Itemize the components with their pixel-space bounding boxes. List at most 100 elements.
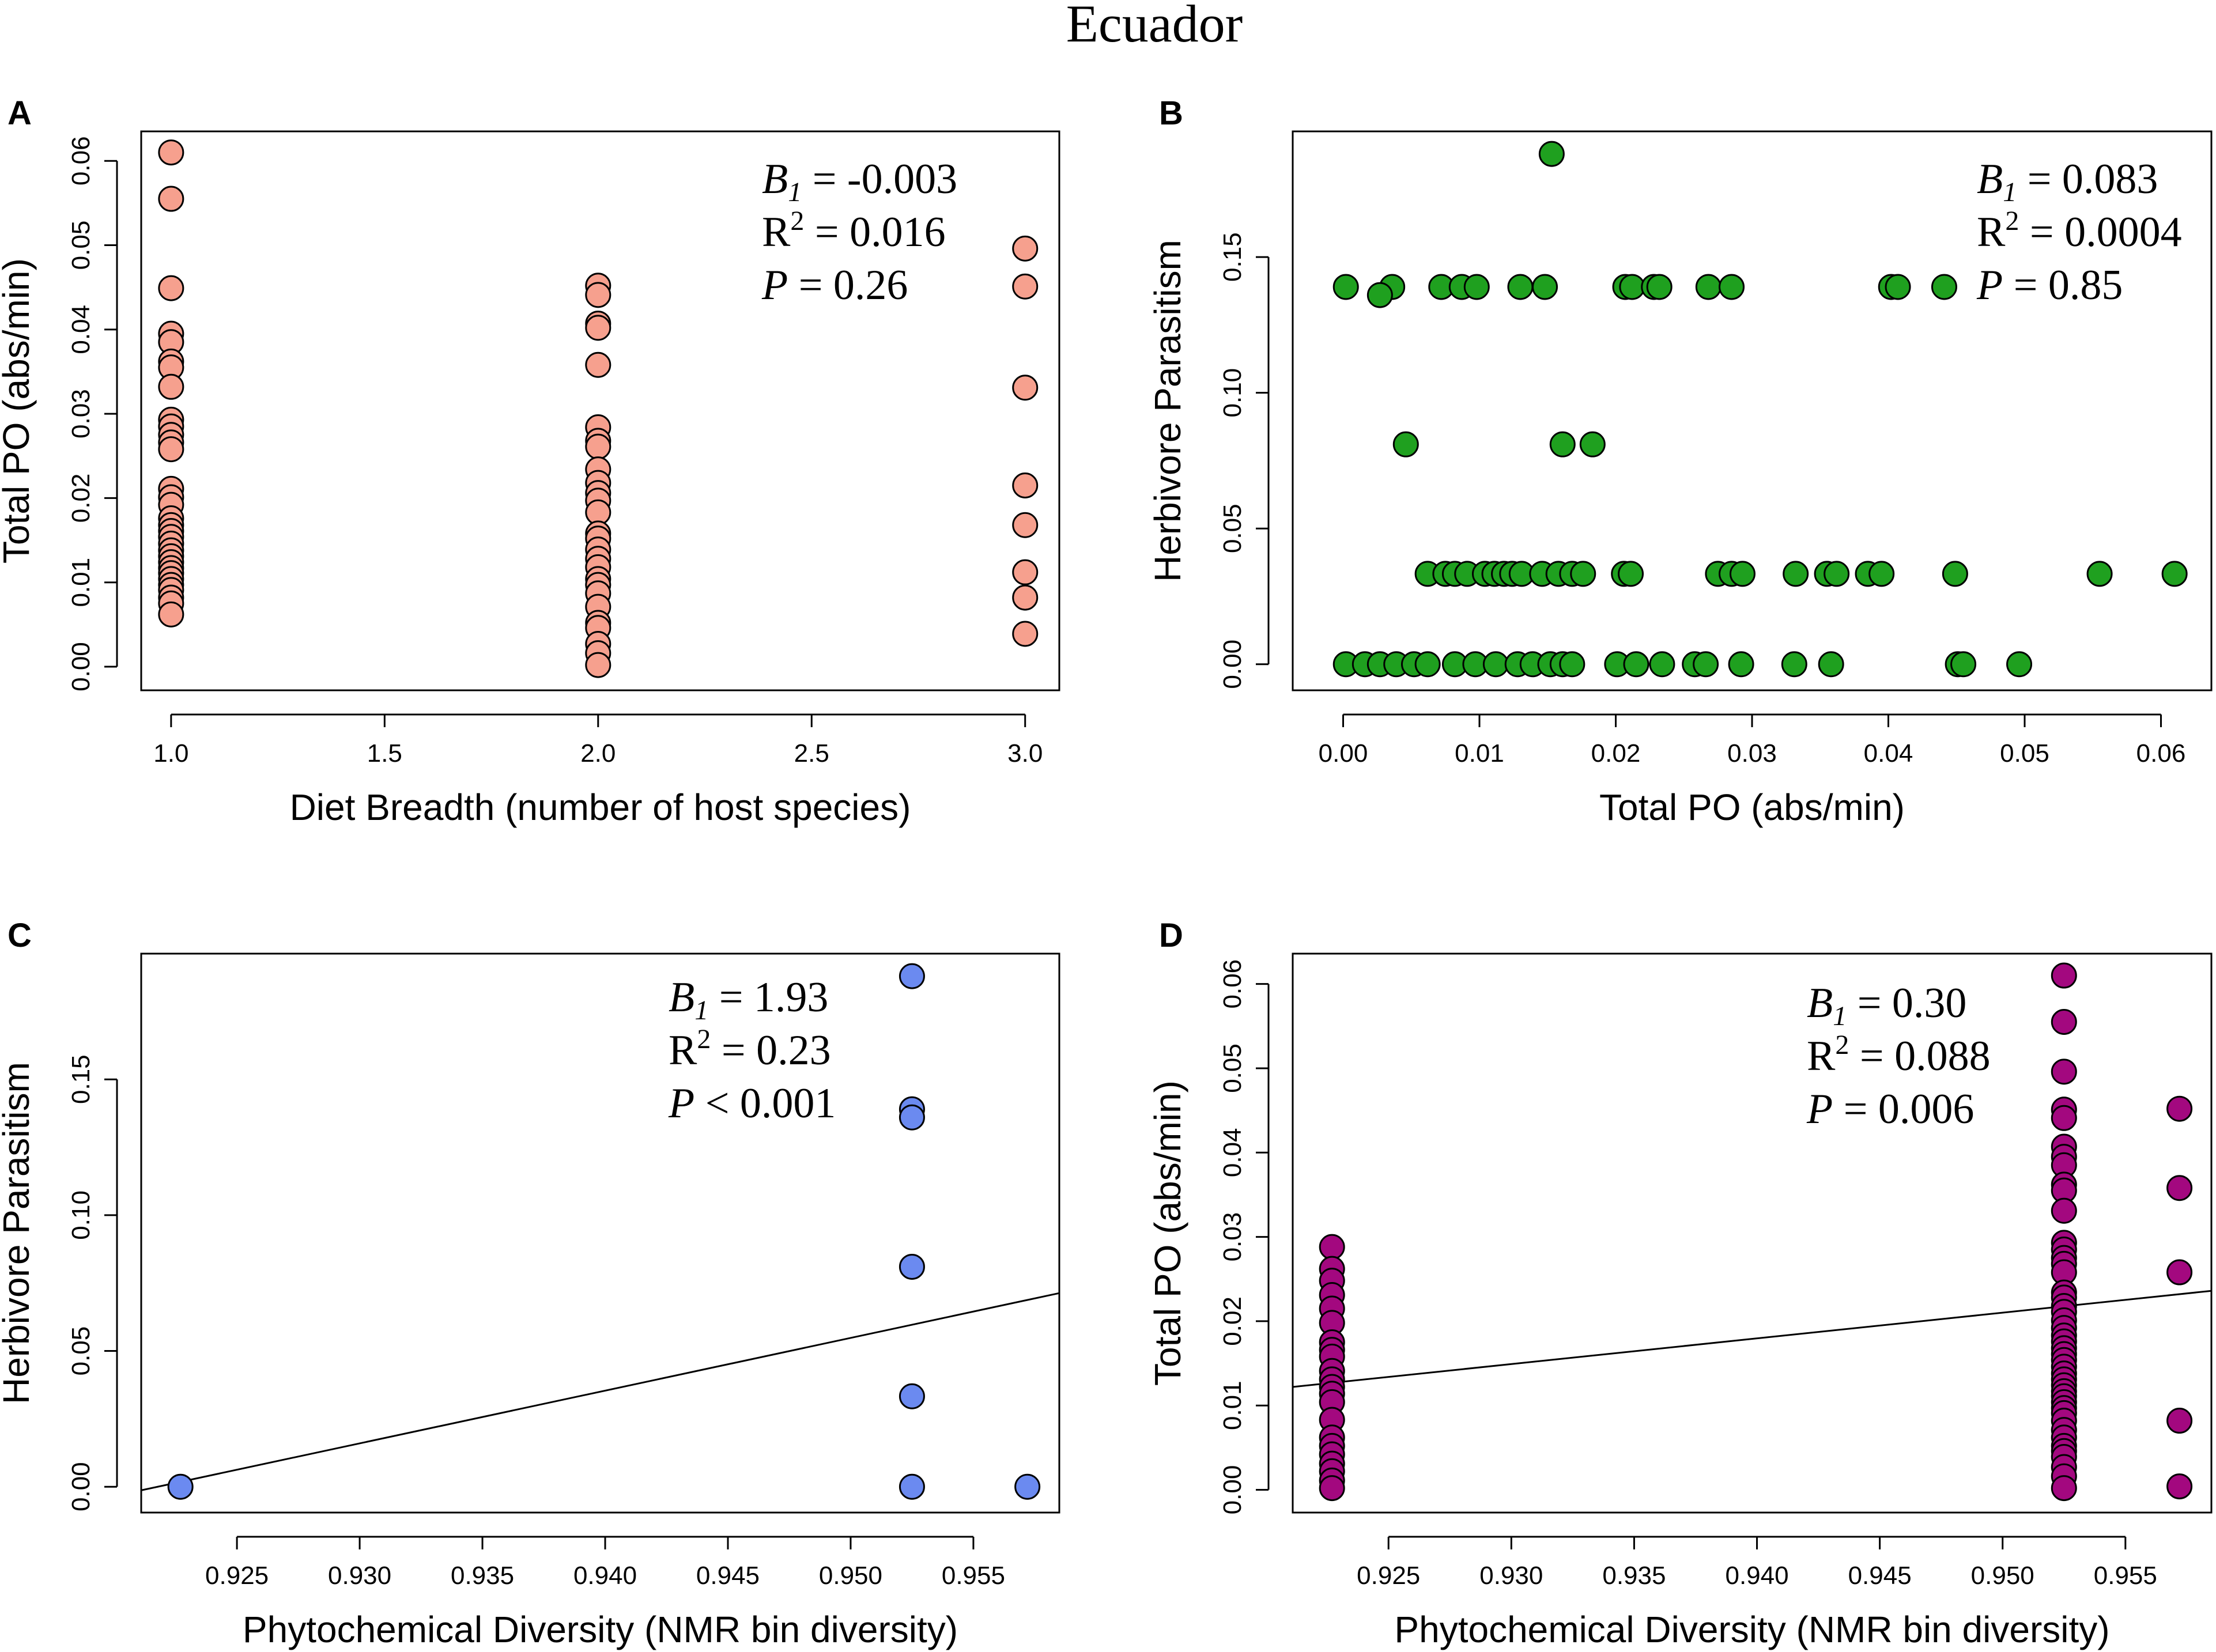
y-tick-label: 0.10 [67, 1190, 95, 1240]
data-point [2166, 1473, 2193, 1500]
x-axis-label: Phytochemical Diversity (NMR bin diversi… [1394, 1609, 2109, 1650]
data-point [1012, 512, 1039, 538]
x-tick-label: 0.925 [1357, 1562, 1420, 1590]
data-point [1868, 561, 1895, 587]
y-tick-label: 0.15 [1218, 232, 1247, 282]
data-point [1618, 561, 1644, 587]
data-point [899, 1253, 925, 1280]
data-point [1719, 274, 1745, 300]
data-point [158, 601, 184, 627]
plot-frame [1292, 130, 2213, 691]
data-point [1693, 651, 1719, 678]
data-point [2051, 1009, 2077, 1035]
data-point [1579, 431, 1606, 458]
panel-d: D 0.925 0.930 0.935 0.940 0.945 0.950 0.955 Phyt… [1147, 917, 2213, 1650]
y-tick-label: 0.05 [1218, 1044, 1247, 1093]
panel-letter: C [7, 917, 32, 954]
y-tick-label: 0.04 [67, 305, 95, 354]
data-point [2166, 1095, 2193, 1122]
y-tick-label: 0.01 [1218, 1381, 1247, 1430]
y-tick-label: 0.05 [67, 1326, 95, 1376]
data-point [585, 315, 611, 341]
data-point [1549, 431, 1576, 458]
data-point [2051, 1105, 2077, 1131]
data-point [1623, 651, 1649, 678]
panel-b: B 0.00 0.01 0.02 0.03 0.04 0.05 0.06 Total PO (a… [1147, 94, 2213, 828]
data-point [1319, 1475, 1345, 1502]
data-point [158, 436, 184, 463]
data-point [899, 963, 925, 989]
x-tick-label: 0.930 [328, 1562, 391, 1590]
figure-title: Ecuador [1066, 0, 1243, 53]
data-point [2166, 1175, 2193, 1201]
x-tick-label: 0.930 [1479, 1562, 1543, 1590]
data-point [585, 433, 611, 460]
x-tick-label: 0.940 [1725, 1562, 1788, 1590]
y-tick-label: 0.10 [1218, 368, 1247, 418]
panel-letter: B [1159, 94, 1183, 132]
y-tick-label: 0.05 [67, 221, 95, 270]
x-tick-label: 0.00 [1319, 739, 1368, 768]
y-tick-label: 0.03 [67, 389, 95, 438]
x-tick-label: 0.945 [1848, 1562, 1912, 1590]
data-point [1781, 651, 1807, 678]
p-value-stat: P = 0.85 [1976, 262, 2123, 309]
panel-letter: A [7, 94, 32, 132]
data-point [1885, 274, 1911, 300]
data-point [1012, 375, 1039, 401]
data-point [1392, 431, 1419, 458]
y-tick-label: 0.00 [67, 1462, 95, 1511]
data-point [1012, 559, 1039, 585]
data-point [1319, 1234, 1345, 1260]
data-point [899, 1383, 925, 1409]
data-point [1507, 274, 1534, 300]
x-tick-label: 0.925 [205, 1562, 269, 1590]
data-point [1014, 1473, 1041, 1500]
x-tick-label: 0.955 [2094, 1562, 2157, 1590]
y-tick-label: 0.03 [1218, 1212, 1247, 1262]
y-tick-label: 0.01 [67, 558, 95, 607]
plot-frame [1292, 952, 2213, 1514]
y-tick-label: 0.06 [67, 136, 95, 186]
data-point [1570, 561, 1596, 587]
p-value-stat: P = 0.006 [1806, 1086, 1974, 1133]
data-point [1332, 274, 1359, 300]
data-points [167, 963, 1041, 1500]
data-point [1482, 651, 1509, 678]
data-point [158, 373, 184, 400]
y-tick-label: 0.00 [67, 642, 95, 691]
data-point [899, 1104, 925, 1131]
x-axis-label: Total PO (abs/min) [1599, 787, 1905, 828]
plot-frame [140, 952, 1060, 1514]
y-tick-label: 0.06 [1218, 959, 1247, 1009]
data-point [1728, 651, 1754, 678]
data-point [1942, 561, 1968, 587]
y-tick-label: 0.00 [1218, 640, 1247, 689]
x-tick-label: 0.940 [573, 1562, 637, 1590]
data-point [2051, 1475, 2077, 1502]
r-squared-stat: R2 = 0.23 [669, 1024, 831, 1074]
data-point [1012, 235, 1039, 262]
y-tick-label: 0.02 [1218, 1296, 1247, 1346]
data-point [167, 1473, 194, 1500]
data-point [1646, 274, 1673, 300]
x-tick-label: 0.01 [1455, 739, 1504, 768]
plot-frame [140, 130, 1060, 691]
x-tick-label: 0.950 [819, 1562, 882, 1590]
x-axis: 0.00 0.01 0.02 0.03 0.04 0.05 0.06 [1319, 713, 2185, 768]
data-point [1012, 273, 1039, 300]
panels: A 1.0 1.5 2.0 2.5 3.0 Diet Breadth (number of … [0, 94, 2213, 1650]
r-squared-stat: R2 = 0.0004 [1977, 206, 2182, 256]
data-point [1414, 651, 1441, 678]
x-tick-label: 0.02 [1591, 739, 1641, 768]
p-value-stat: P = 0.26 [761, 262, 908, 309]
data-point [158, 275, 184, 301]
data-point [1012, 584, 1039, 611]
r-squared-stat: R2 = 0.016 [762, 206, 946, 256]
x-tick-label: 1.0 [153, 739, 188, 768]
data-point [1532, 274, 1558, 300]
